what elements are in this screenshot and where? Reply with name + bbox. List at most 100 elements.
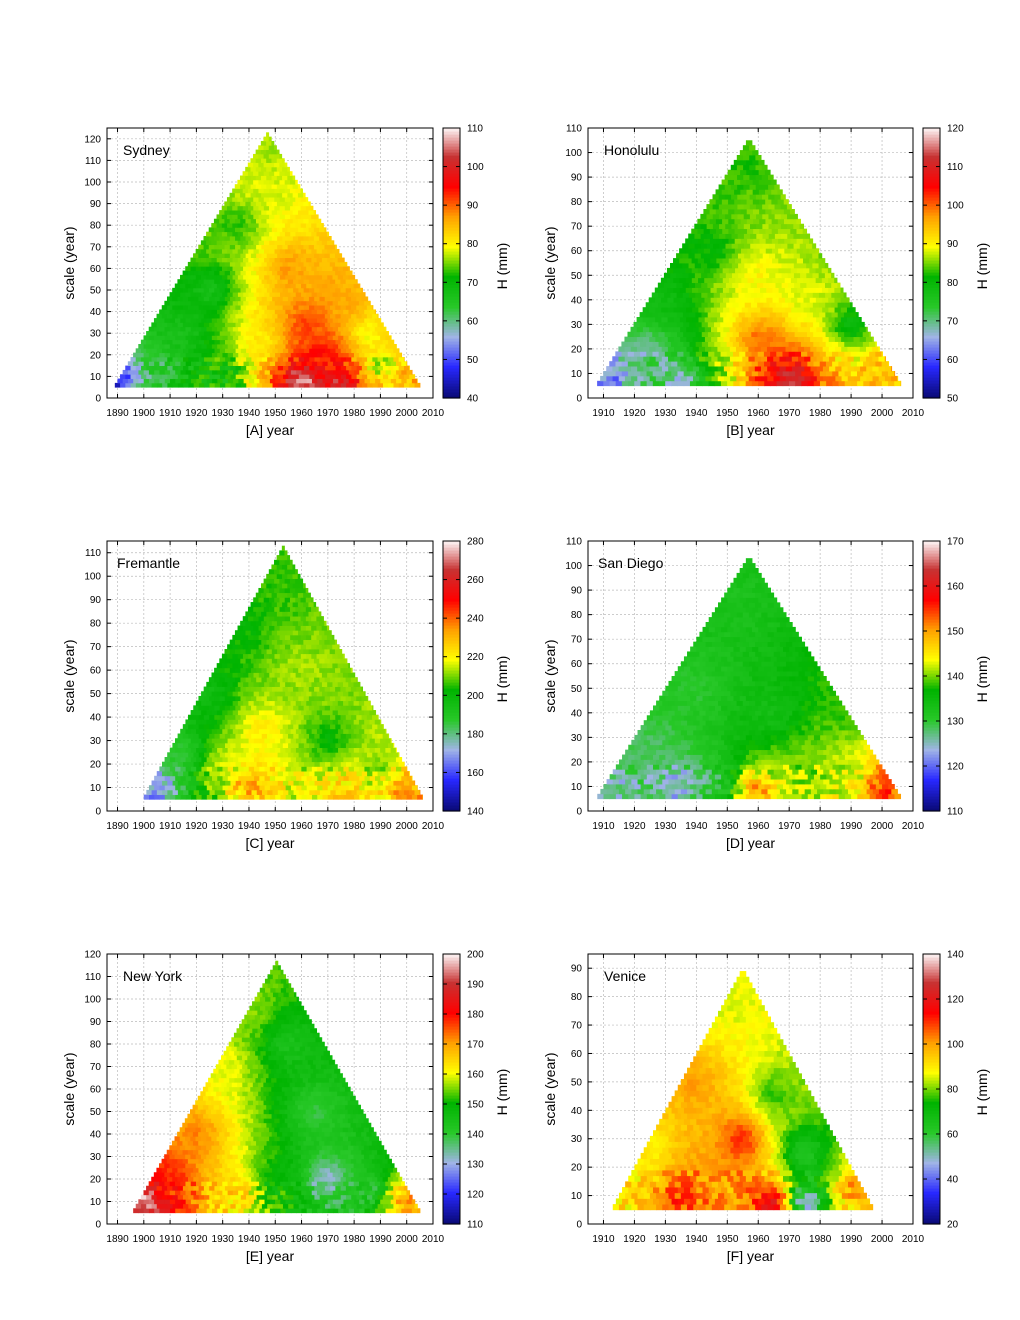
heatmap-cell: [238, 719, 244, 725]
heatmap-cell: [369, 775, 376, 781]
heatmap-cell: [810, 346, 817, 352]
heatmap-cell: [277, 296, 284, 302]
heatmap-cell: [141, 374, 147, 379]
y-tick-label: 0: [95, 394, 101, 405]
heatmap-cell: [369, 378, 376, 384]
heatmap-cell: [730, 184, 738, 190]
heatmap-cell: [689, 331, 696, 338]
heatmap-cell: [831, 282, 838, 288]
heatmap-cell: [693, 375, 700, 382]
heatmap-cell: [308, 630, 315, 636]
colorbar-segment: [923, 347, 940, 351]
heatmap-cell: [298, 313, 305, 319]
heatmap-cell: [305, 606, 312, 612]
colorbar-segment: [923, 353, 940, 357]
heatmap-cell: [781, 243, 788, 249]
heatmap-cell: [711, 356, 718, 362]
heatmap-cell: [180, 318, 186, 323]
heatmap-cell: [689, 371, 697, 377]
heatmap-cell: [781, 292, 789, 298]
heatmap-cell: [764, 169, 771, 176]
heatmap-cell: [269, 785, 276, 791]
heatmap-cell: [301, 344, 307, 349]
heatmap-cell: [285, 719, 291, 725]
colorbar-segment: [923, 197, 940, 201]
heatmap-cell: [296, 344, 302, 349]
heatmap-cell: [256, 742, 263, 749]
colorbar-segment: [923, 329, 940, 333]
heatmap-cell: [390, 794, 397, 800]
heatmap-cell: [274, 653, 281, 659]
heatmap-cell: [828, 356, 836, 362]
heatmap-cell: [268, 153, 275, 159]
heatmap-cell: [282, 639, 288, 645]
heatmap-cell: [742, 145, 750, 151]
heatmap-cell: [282, 686, 289, 692]
heatmap-cell: [661, 346, 669, 352]
heatmap-cell: [757, 371, 765, 377]
heatmap-cell: [248, 775, 255, 781]
heatmap-cell: [251, 761, 258, 767]
heatmap-cell: [630, 356, 638, 362]
heatmap-cell: [190, 719, 197, 725]
heatmap-cell: [180, 738, 186, 744]
heatmap-cell: [263, 145, 270, 150]
heatmap-cell: [198, 244, 204, 250]
heatmap-cell: [245, 611, 252, 617]
heatmap-cell: [193, 374, 200, 379]
heatmap-cell: [177, 752, 184, 758]
heatmap-cell: [872, 356, 879, 362]
heatmap-cell: [216, 719, 223, 725]
heatmap-cell: [295, 700, 302, 706]
heatmap-cell: [177, 742, 184, 749]
heatmap-cell: [282, 705, 289, 711]
heatmap-cell: [211, 248, 218, 254]
heatmap-cell: [649, 336, 656, 342]
heatmap-cell: [664, 282, 671, 288]
heatmap-cell: [250, 620, 257, 626]
heatmap-cell: [825, 321, 833, 328]
heatmap-cell: [760, 366, 768, 372]
heatmap-cell: [258, 179, 265, 185]
heatmap-cell: [799, 243, 807, 249]
heatmap-cell: [311, 663, 318, 669]
heatmap-cell: [242, 214, 249, 220]
heatmap-cell: [237, 274, 244, 280]
heatmap-cell: [788, 361, 796, 367]
heatmap-cell: [303, 761, 310, 767]
heatmap-cell: [348, 747, 355, 753]
heatmap-cell: [807, 371, 815, 377]
heatmap-cell: [361, 724, 368, 730]
heatmap-cell: [237, 240, 244, 246]
heatmap-cell: [264, 775, 271, 781]
heatmap-cell: [295, 335, 302, 341]
heatmap-cell: [146, 356, 152, 362]
heatmap-cell: [280, 785, 287, 791]
heatmap-cell: [677, 361, 684, 367]
heatmap-cell: [745, 380, 753, 387]
heatmap-cell: [243, 369, 250, 375]
heatmap-cell: [740, 228, 748, 234]
heatmap-cell: [193, 724, 199, 730]
heatmap-cell: [815, 258, 823, 264]
heatmap-cell: [385, 747, 392, 753]
heatmap-cell: [343, 775, 350, 781]
heatmap-cell: [254, 361, 260, 366]
heatmap-cell: [667, 297, 674, 303]
heatmap-cell: [409, 374, 415, 379]
heatmap-cell: [403, 771, 410, 777]
colorbar-segment: [443, 215, 460, 219]
heatmap-cell: [762, 204, 769, 210]
heatmap-cell: [735, 336, 743, 342]
heatmap-cell: [214, 339, 221, 345]
heatmap-cell: [881, 380, 889, 387]
heatmap-cell: [183, 382, 189, 388]
heatmap-cell: [316, 214, 319, 220]
heatmap-cell: [760, 336, 768, 342]
heatmap-cell: [269, 644, 275, 650]
heatmap-cell: [224, 261, 231, 267]
heatmap-cell: [788, 331, 796, 338]
heatmap-cell: [272, 296, 278, 302]
heatmap-cell: [246, 771, 252, 777]
heatmap-cell: [253, 616, 259, 622]
